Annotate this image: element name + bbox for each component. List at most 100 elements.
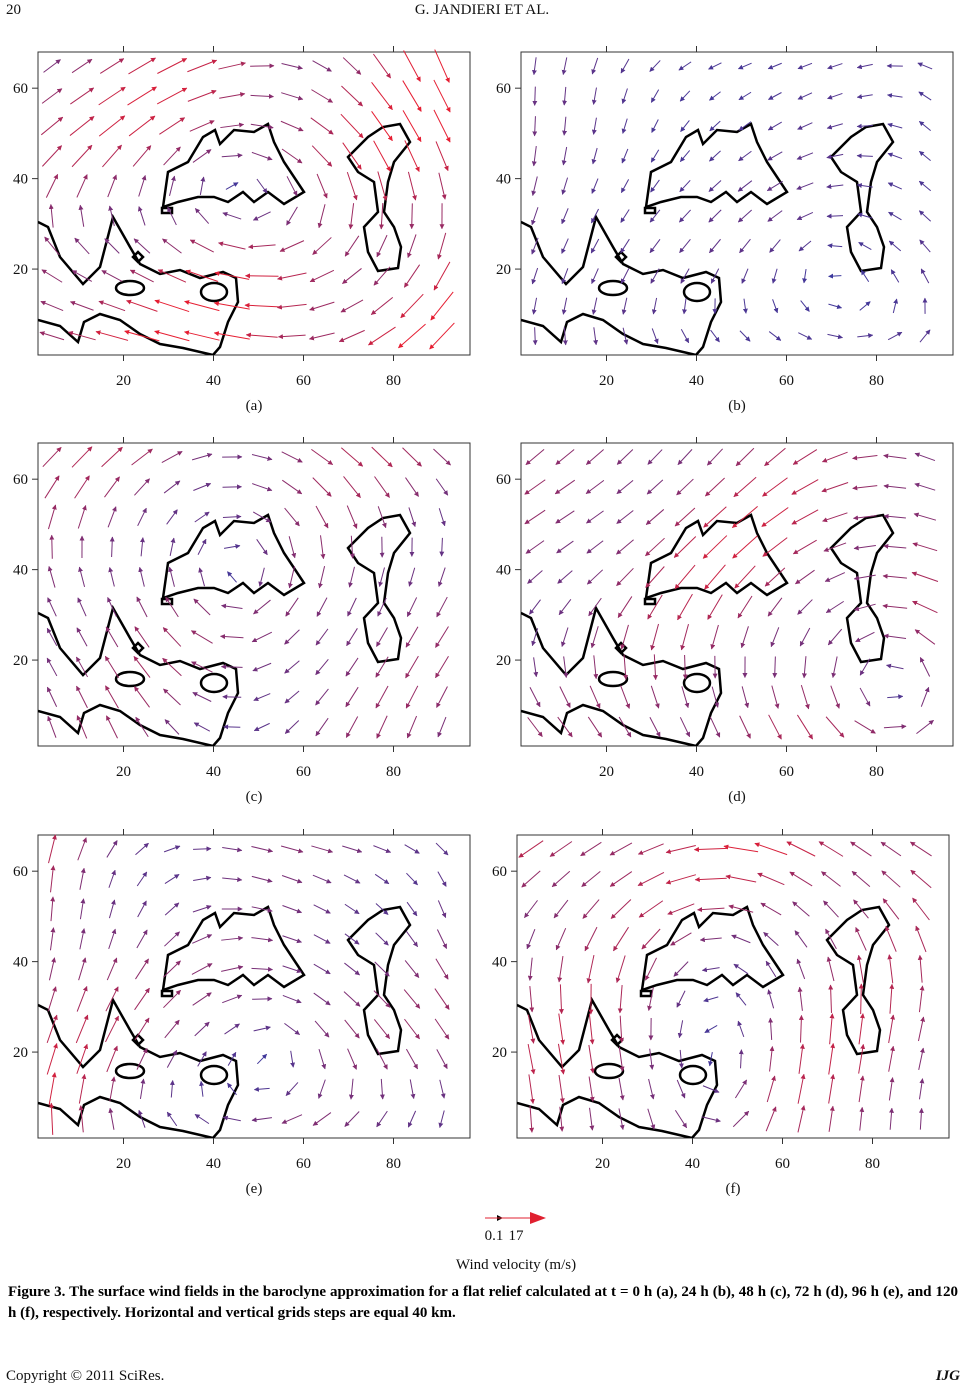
wind-arrow <box>593 327 599 346</box>
wind-arrow <box>797 122 813 130</box>
wind-arrow <box>79 898 86 920</box>
wind-arrow <box>637 871 665 887</box>
wind-arrow <box>827 63 843 70</box>
wind-arrow <box>918 91 932 101</box>
wind-arrow <box>48 957 57 981</box>
x-tick-label: 60 <box>779 373 794 389</box>
wind-arrow <box>826 153 844 160</box>
wind-arrow <box>919 239 931 253</box>
wind-arrow <box>311 845 334 854</box>
wind-arrow <box>258 567 265 587</box>
wind-arrow <box>679 717 691 738</box>
wind-arrow <box>735 992 747 1006</box>
wind-arrow <box>616 479 634 495</box>
wind-arrow <box>49 927 56 951</box>
wind-arrow <box>731 934 751 944</box>
wind-arrow <box>737 595 753 619</box>
wind-arrow <box>802 269 808 284</box>
wind-arrow <box>313 992 331 1006</box>
wind-arrow <box>373 990 391 1008</box>
wind-arrow <box>796 212 814 220</box>
plot-frame <box>37 834 471 1139</box>
wind-arrow <box>856 153 873 159</box>
wind-arrow <box>135 842 149 856</box>
wind-arrow <box>917 62 933 70</box>
wind-arrow <box>591 57 599 75</box>
wind-arrow <box>617 596 633 618</box>
y-tick-label: 20 <box>496 653 511 669</box>
coastline <box>38 515 410 746</box>
panel: 20 40 60 80 20 40 60 (e) <box>13 829 471 1197</box>
wind-arrow <box>107 597 117 617</box>
wind-arrow <box>587 716 603 738</box>
wind-arrow <box>286 206 298 226</box>
wind-arrow <box>650 623 660 651</box>
wind-arrow <box>313 934 331 944</box>
wind-arrow <box>826 183 844 189</box>
wind-arrow <box>646 479 664 495</box>
wind-arrow <box>108 566 115 587</box>
wind-arrow <box>560 627 569 647</box>
wind-arrow <box>792 901 810 917</box>
wind-arrow <box>585 449 604 465</box>
wind-arrow <box>157 269 187 283</box>
wind-arrow <box>156 87 188 105</box>
wind-arrow <box>701 967 720 973</box>
wind-arrow <box>649 717 661 738</box>
wind-arrow <box>768 92 782 100</box>
wind-arrow <box>375 656 389 678</box>
wind-arrow <box>765 960 777 978</box>
wind-arrow <box>693 846 728 852</box>
wind-arrow <box>48 1102 54 1135</box>
wind-arrow <box>707 594 723 620</box>
wind-arrow <box>199 1080 205 1097</box>
wind-arrow <box>406 872 418 886</box>
wind-arrow <box>247 244 276 250</box>
wind-arrow <box>674 564 696 590</box>
wind-arrow <box>883 483 907 489</box>
wind-arrow <box>531 267 539 285</box>
wind-arrow <box>678 1049 684 1069</box>
x-tick-label: 40 <box>685 1156 700 1172</box>
wind-arrow <box>591 297 598 315</box>
wind-arrow <box>433 109 451 143</box>
wind-arrow <box>437 900 447 919</box>
wind-arrow <box>792 539 817 555</box>
panel-label: (f) <box>726 1181 741 1197</box>
wind-arrow <box>767 121 782 131</box>
wind-arrow <box>373 1019 391 1039</box>
wind-arrow <box>101 446 123 468</box>
wind-arrow <box>407 234 417 259</box>
wind-arrow <box>46 1043 58 1075</box>
wind-arrow <box>193 722 211 732</box>
wind-arrow <box>256 538 268 556</box>
y-tick-label: 60 <box>496 81 511 97</box>
wind-arrow <box>282 994 302 1004</box>
wind-arrow <box>435 842 449 856</box>
wind-arrow <box>191 661 213 673</box>
panel: 20 40 60 80 20 40 60 (b) <box>496 46 954 414</box>
wind-arrow <box>76 1043 89 1074</box>
wind-arrow <box>762 537 788 557</box>
wind-arrow <box>197 538 207 555</box>
wind-arrow <box>586 540 604 554</box>
panels: 20 40 60 80 20 40 60 (a) 20 40 60 80 20 40 60 (b) 20 40 60… <box>13 46 954 1197</box>
wind-arrow <box>619 1015 625 1043</box>
wind-arrow <box>620 179 630 194</box>
wind-arrow <box>859 1106 865 1131</box>
wind-arrow <box>913 512 937 521</box>
wind-arrow <box>918 1047 925 1070</box>
wind-arrow <box>435 141 449 172</box>
wind-arrow <box>769 1046 775 1072</box>
wind-arrow <box>42 446 62 468</box>
wind-arrow <box>166 1049 178 1068</box>
wind-arrow <box>741 268 749 284</box>
wind-arrow <box>46 657 58 677</box>
y-tick-label: 40 <box>492 955 507 971</box>
wind-arrow <box>670 932 692 946</box>
wind-arrow <box>227 571 237 583</box>
wind-arrow <box>312 237 332 255</box>
wind-arrow <box>590 208 600 224</box>
wind-arrow <box>584 926 598 952</box>
wind-arrow <box>916 719 934 735</box>
